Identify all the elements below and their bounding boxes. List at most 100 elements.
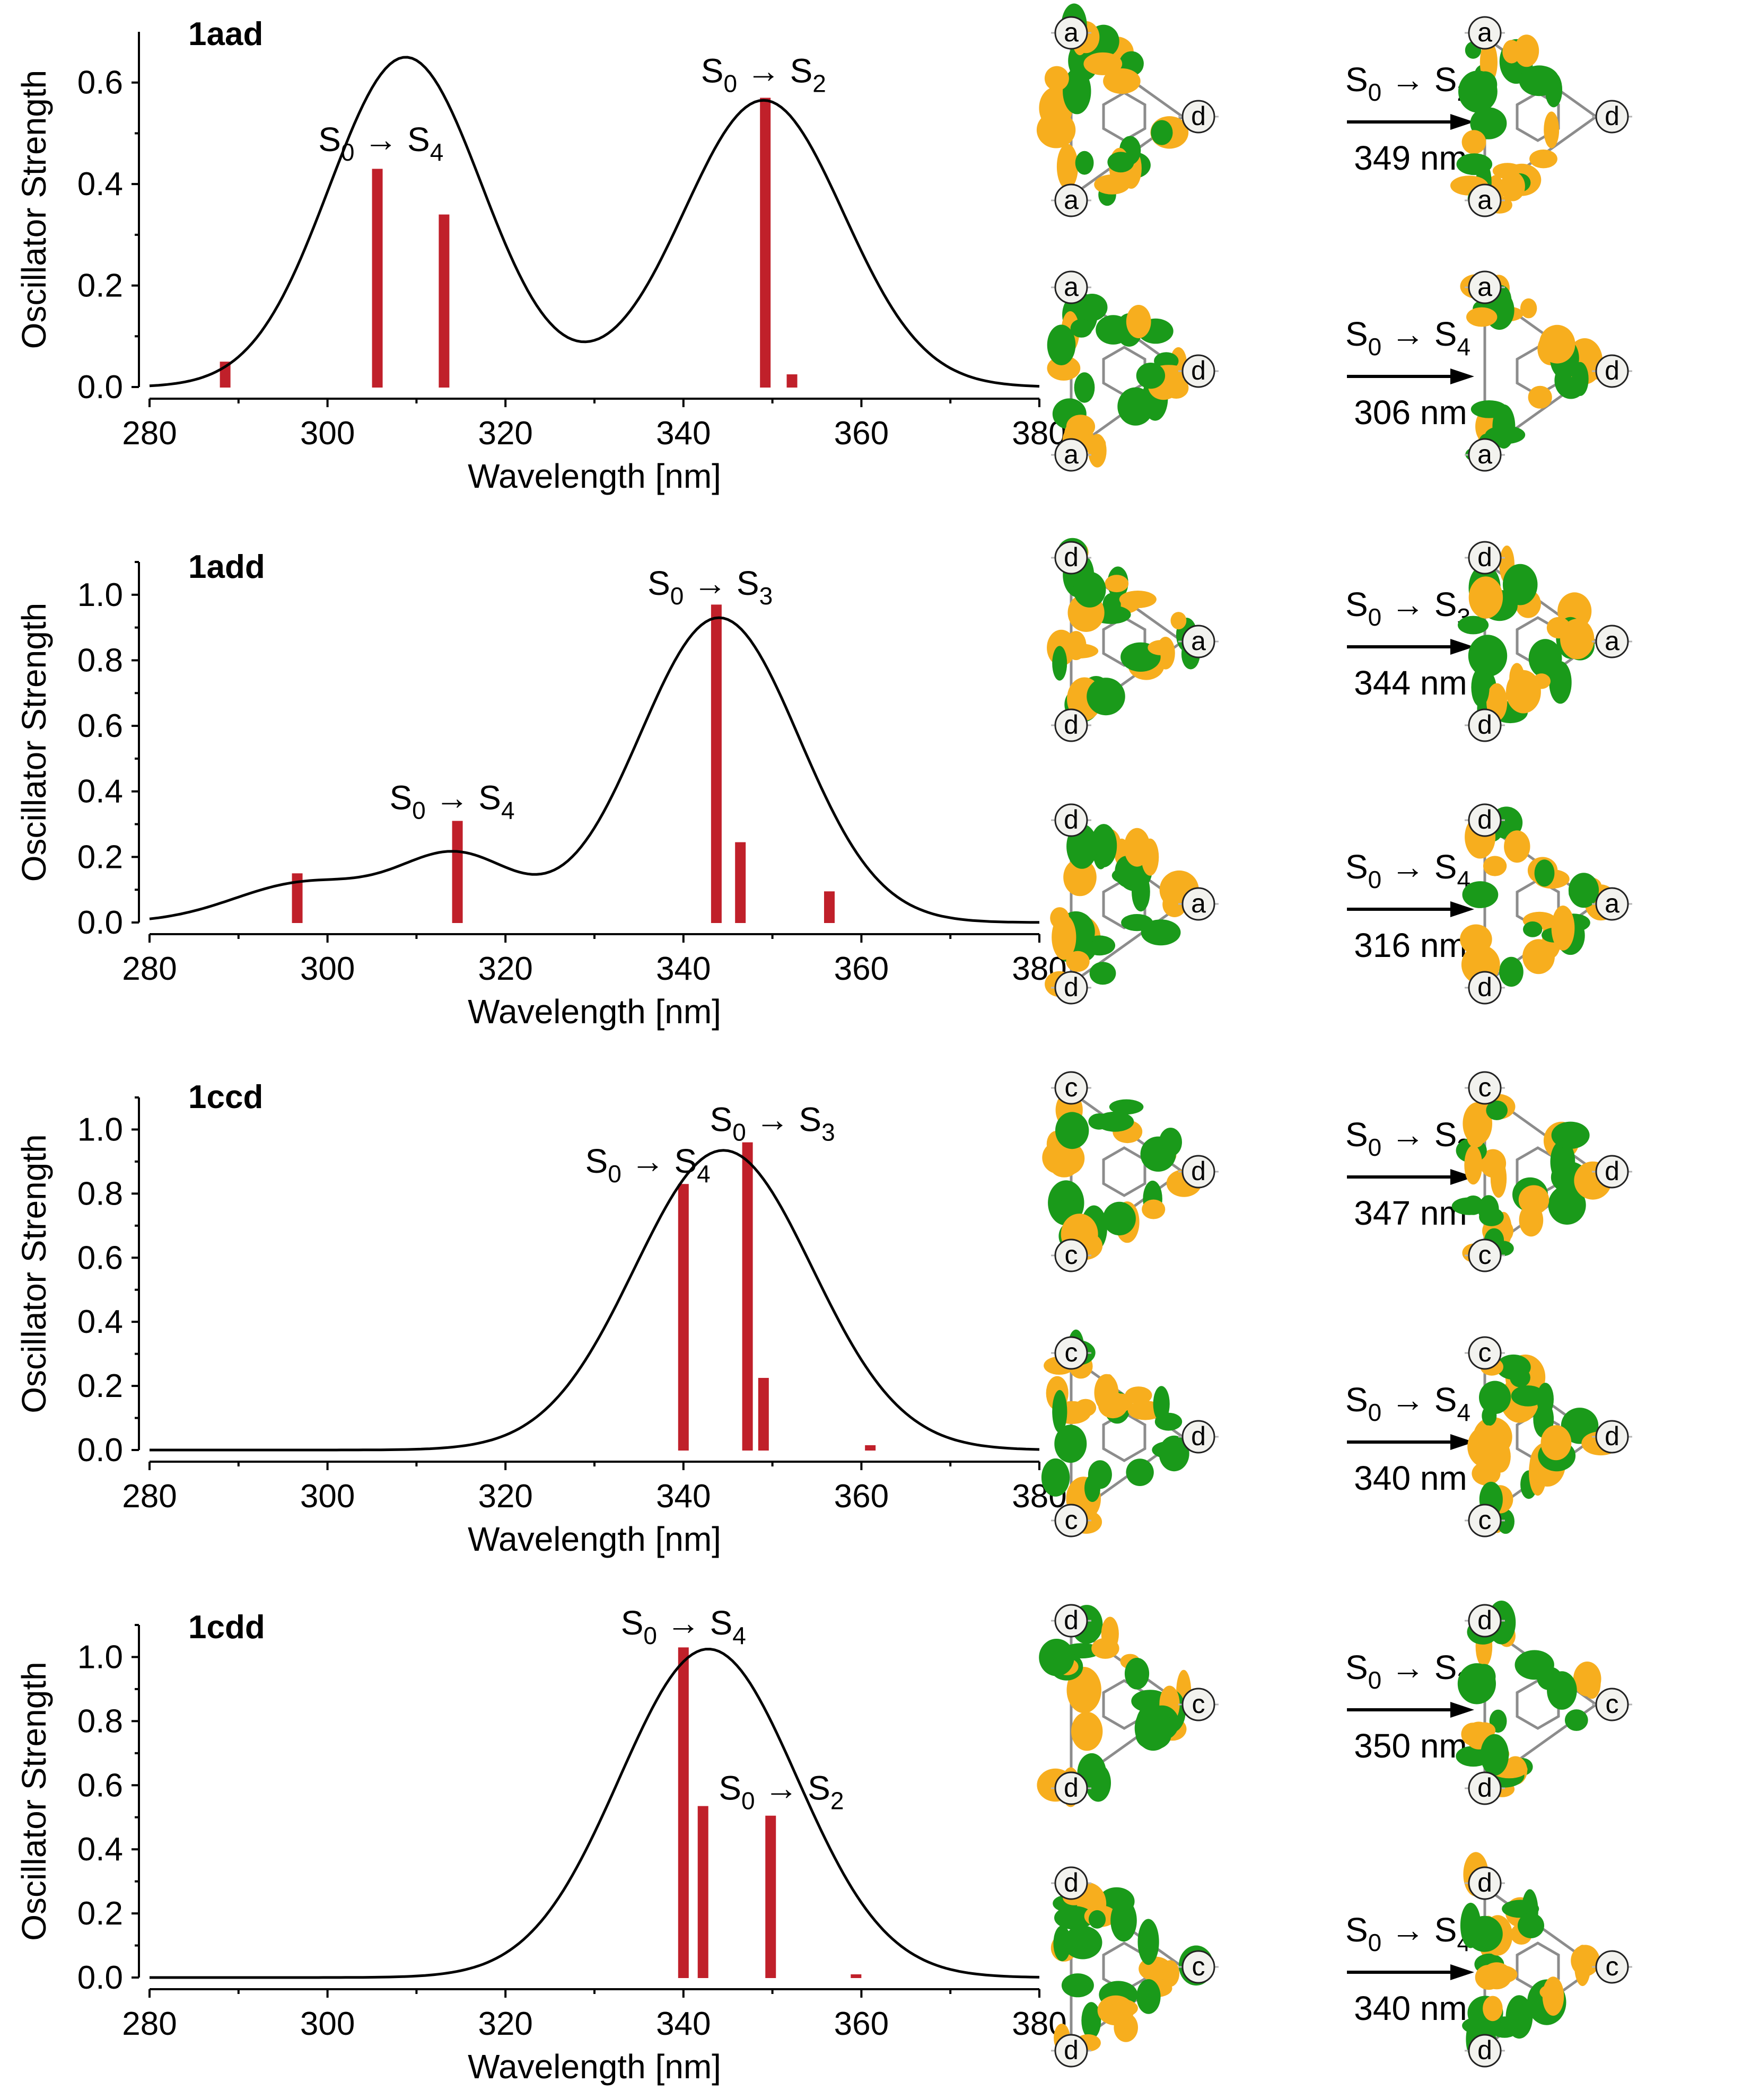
orbital-lobe — [1117, 387, 1154, 426]
site-label: d — [1191, 1156, 1206, 1186]
orbital-lobe — [1039, 1639, 1074, 1676]
orbital-lobe — [1090, 824, 1117, 867]
orbital-lobe — [1125, 1386, 1152, 1404]
orbital-lobe — [1081, 2002, 1101, 2039]
orbital-lobe — [1472, 1461, 1501, 1486]
initial-orbital-molecule: d c d — [1037, 1604, 1219, 1807]
transition-annotation: S0 → S4 — [621, 1604, 746, 1649]
x-tick-label: 340 — [656, 2006, 711, 2042]
site-label: d — [1477, 805, 1492, 834]
orbital-lobe — [1518, 1913, 1544, 1938]
y-tick-label: 0.6 — [77, 708, 123, 744]
site-label: a — [1191, 889, 1206, 918]
site-circle — [1595, 354, 1629, 388]
transition-label: S0 → S2 — [1345, 60, 1470, 106]
site-label: d — [1477, 2035, 1492, 2065]
orbital-lobe — [1164, 377, 1189, 399]
ring — [1102, 1146, 1146, 1197]
orbital-lobe — [1456, 153, 1493, 175]
orbital-lobe — [1483, 856, 1507, 876]
bar — [865, 1445, 876, 1451]
y-tick-label: 0.6 — [77, 1767, 123, 1804]
orbital-lobe — [1070, 319, 1092, 338]
orbital-lobe — [1109, 1099, 1144, 1115]
bar — [452, 821, 463, 923]
x-axis-title: Wavelength [nm] — [468, 2048, 721, 2086]
bar — [758, 1377, 769, 1451]
site-label: c — [1478, 1240, 1492, 1270]
site-label: a — [1605, 626, 1619, 656]
orbital-lobe — [1073, 572, 1106, 608]
site-circle — [1468, 1604, 1502, 1638]
orbital-lobe — [1583, 1667, 1601, 1699]
site-circle — [1054, 971, 1088, 1005]
orbital-lobe — [1052, 915, 1076, 960]
orbital-lobe — [1518, 1185, 1549, 1215]
orbital-lobe — [1056, 144, 1079, 190]
wavelength-label: 347 nm — [1354, 1194, 1467, 1232]
site-circle — [1054, 541, 1088, 575]
envelope-line — [150, 1149, 1040, 1452]
orbital-lobe — [1466, 1125, 1485, 1148]
orbital-lobe — [1458, 616, 1489, 635]
orbital-lobe — [1483, 1996, 1503, 2022]
wavelength-label: 344 nm — [1354, 664, 1467, 702]
orbital-lobe — [1550, 1140, 1575, 1183]
orbital-lobe — [1071, 1711, 1103, 1751]
orbital-lobe — [1041, 1458, 1070, 1497]
orbital-lobe — [1503, 962, 1521, 983]
orbital-lobe — [1055, 1112, 1089, 1149]
site-label: d — [1477, 710, 1492, 740]
orbital-lobe — [1107, 152, 1134, 173]
y-tick-label: 0.2 — [77, 839, 123, 875]
orbital-lobe — [1059, 643, 1099, 659]
orbital-lobe — [1534, 859, 1555, 887]
site-label: d — [1064, 1605, 1079, 1635]
orbital-lobe — [1472, 1664, 1496, 1690]
site-circle — [1468, 183, 1502, 217]
orbital-lobe — [1054, 1906, 1094, 1930]
transition-1: S0 → S4 306 nm a d a a d a — [1047, 270, 1632, 472]
orbital-lobe — [1136, 1979, 1161, 2014]
orbital-lobe — [1102, 1201, 1136, 1236]
orbital-lobe — [1103, 68, 1141, 94]
orbital-lobe — [1468, 576, 1503, 619]
wavelength-label: 316 nm — [1354, 926, 1467, 964]
orbital-lobe — [1170, 612, 1187, 630]
orbital-lobe — [1047, 324, 1076, 365]
panel-title: 1aad — [188, 16, 263, 52]
site-label: c — [1478, 1505, 1492, 1535]
x-tick-label: 280 — [122, 415, 177, 452]
wavelength-label: 350 nm — [1354, 1727, 1467, 1765]
site-circle — [1595, 1420, 1629, 1454]
bar — [760, 98, 771, 388]
y-tick-label: 0.0 — [77, 1432, 123, 1469]
y-axis-title: Oscillator Strength — [15, 70, 53, 349]
transition-annotation: S0 → S3 — [647, 564, 773, 610]
orbital-lobe — [1551, 906, 1575, 951]
site-circle — [1468, 1336, 1502, 1370]
site-label: a — [1191, 626, 1206, 656]
site-circle — [1468, 438, 1502, 472]
orbital-lobe — [1461, 130, 1486, 154]
bar — [765, 1815, 776, 1978]
orbital-lobe — [1528, 385, 1552, 409]
orbital-lobe — [1548, 1185, 1586, 1225]
transition-0: S0 → S2 350 nm d c d d c d — [1037, 1601, 1632, 1807]
orbital-lobe — [1473, 71, 1498, 99]
site-circle — [1468, 1504, 1502, 1537]
bar — [678, 1184, 689, 1451]
orbital-lobe — [1486, 1100, 1508, 1120]
site-label: c — [1192, 1689, 1205, 1719]
x-tick-label: 360 — [834, 951, 889, 987]
orbital-lobe — [1134, 1705, 1172, 1751]
orbital-lobe — [1075, 151, 1094, 175]
site-circle — [1054, 270, 1088, 304]
orbital-lobe — [1141, 838, 1159, 876]
envelope-line — [149, 616, 1039, 924]
arrow-head — [1450, 1169, 1474, 1185]
site-label: c — [1478, 1338, 1492, 1367]
site-label: d — [1064, 542, 1079, 572]
